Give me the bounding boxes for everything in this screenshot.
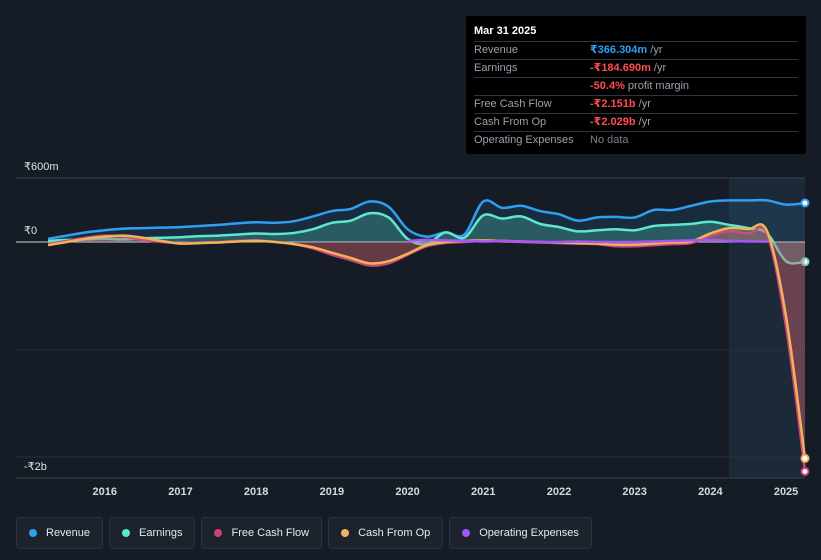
tooltip-row-value: -₹184.690m bbox=[590, 62, 651, 74]
x-tick-label: 2021 bbox=[471, 486, 496, 498]
legend-dot-icon bbox=[341, 529, 350, 537]
legend-label: Cash From Op bbox=[358, 527, 431, 539]
legend-item-cash-from-op[interactable]: Cash From Op bbox=[328, 517, 444, 549]
tooltip-row-unit: /yr bbox=[635, 98, 651, 110]
x-tick-label: 2018 bbox=[243, 486, 269, 498]
tooltip-row-label: Revenue bbox=[474, 44, 519, 56]
y-label-zero: ₹0 bbox=[24, 225, 38, 237]
tooltip-row-label: Free Cash Flow bbox=[474, 98, 552, 110]
legend-label: Earnings bbox=[139, 527, 183, 539]
series-end-point-revenue bbox=[800, 198, 810, 208]
series-end-point-earnings bbox=[800, 257, 810, 267]
series-area-free-cash-flow bbox=[48, 227, 805, 472]
tooltip-date: Mar 31 2025 bbox=[474, 24, 798, 42]
tooltip-rows: Revenue ₹366.304m /yr Earnings -₹184.690m /… bbox=[474, 42, 798, 149]
x-tick-label: 2024 bbox=[698, 486, 723, 498]
tooltip-row-label: Earnings bbox=[474, 62, 518, 74]
legend-dot-icon bbox=[462, 529, 471, 537]
series-end-point-free-cash-flow bbox=[800, 466, 810, 476]
legend-dot-icon bbox=[122, 529, 131, 537]
x-tick-label: 2025 bbox=[773, 486, 799, 498]
series-line-revenue bbox=[47, 198, 806, 241]
tooltip-row: Free Cash Flow -₹2.151b /yr bbox=[474, 96, 798, 114]
legend-item-earnings[interactable]: Earnings bbox=[109, 517, 196, 549]
legend-label: Free Cash Flow bbox=[231, 527, 310, 539]
tooltip-row-unit: /yr bbox=[647, 44, 663, 56]
legend: Revenue Earnings Free Cash Flow Cash From O… bbox=[16, 517, 592, 549]
series-line-operating-expenses bbox=[407, 238, 768, 244]
tooltip-row: Operating Expenses No data bbox=[474, 132, 798, 149]
x-tick-label: 2017 bbox=[168, 486, 193, 498]
tooltip-row: Earnings -₹184.690m /yr bbox=[474, 60, 798, 78]
tooltip-row-value: No data bbox=[590, 134, 629, 146]
tooltip-row-value: -₹2.151b bbox=[590, 98, 636, 110]
y-label-top: ₹600m bbox=[24, 161, 59, 173]
tooltip-row-label: Cash From Op bbox=[474, 116, 547, 128]
x-tick-label: 2022 bbox=[546, 486, 572, 498]
tooltip-row-value: ₹366.304m bbox=[590, 44, 648, 56]
y-label-bottom: -₹2b bbox=[24, 461, 47, 473]
tooltip-row-value: -50.4% bbox=[590, 80, 625, 92]
x-tick-label: 2019 bbox=[319, 486, 345, 498]
series-layer bbox=[47, 198, 810, 476]
tooltip-row-label bbox=[474, 78, 590, 95]
series-end-point-cash-from-op bbox=[800, 453, 810, 463]
legend-label: Operating Expenses bbox=[479, 527, 579, 539]
legend-dot-icon bbox=[214, 529, 223, 537]
series-area-revenue bbox=[48, 200, 805, 242]
x-tick-label: 2023 bbox=[622, 486, 647, 498]
tooltip-row-unit: profit margin bbox=[624, 80, 690, 92]
x-tick-label: 2016 bbox=[92, 486, 118, 498]
x-tick-label: 2020 bbox=[395, 486, 420, 498]
tooltip-row: Revenue ₹366.304m /yr bbox=[474, 42, 798, 60]
legend-label: Revenue bbox=[46, 527, 91, 539]
data-tooltip: Mar 31 2025 Revenue ₹366.304m /yr Earnings… bbox=[466, 16, 806, 154]
legend-item-operating-expenses[interactable]: Operating Expenses bbox=[449, 517, 592, 549]
tooltip-row: -50.4% profit margin bbox=[474, 78, 798, 96]
series-area-earnings bbox=[48, 213, 805, 264]
legend-dot-icon bbox=[29, 529, 37, 537]
tooltip-row-unit: /yr bbox=[635, 116, 651, 128]
legend-item-revenue[interactable]: Revenue bbox=[16, 517, 104, 549]
tooltip-row-label: Operating Expenses bbox=[474, 134, 574, 146]
series-line-cash-from-op bbox=[47, 223, 807, 459]
series-line-free-cash-flow bbox=[47, 226, 807, 472]
legend-item-free-cash-flow[interactable]: Free Cash Flow bbox=[201, 517, 323, 549]
tooltip-row: Cash From Op -₹2.029b /yr bbox=[474, 114, 798, 132]
tooltip-row-unit: /yr bbox=[650, 62, 667, 74]
tooltip-row-value: -₹2.029b bbox=[590, 116, 636, 128]
series-area-cash-from-op bbox=[48, 224, 805, 459]
